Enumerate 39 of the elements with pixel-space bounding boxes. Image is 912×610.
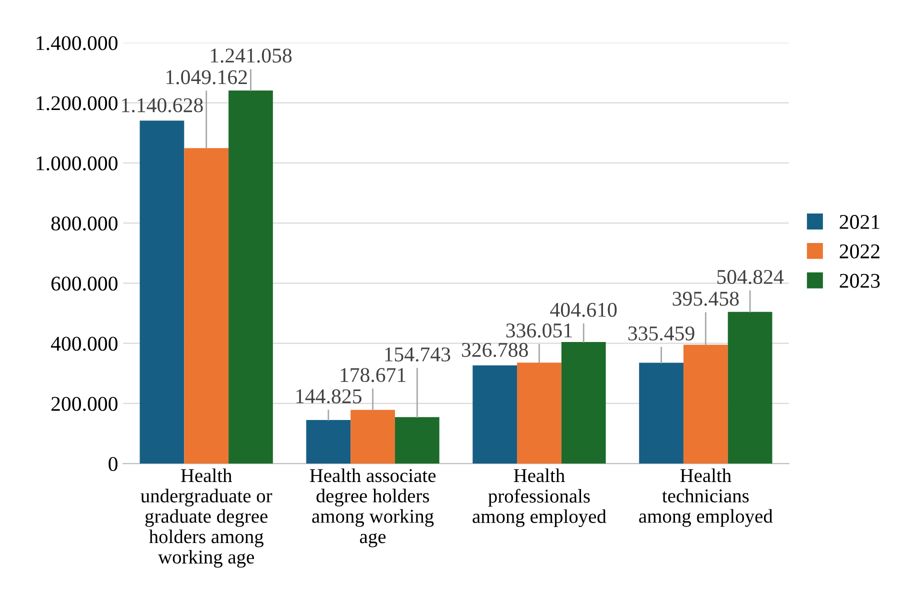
data-label: 336.051 <box>506 323 572 338</box>
bar <box>728 312 772 464</box>
data-label: 144.825 <box>296 389 362 404</box>
legend-label: 2023 <box>840 274 880 288</box>
x-tick-label: Health associate degree holders among working age <box>310 468 436 548</box>
bar <box>140 120 184 464</box>
bar <box>350 410 395 464</box>
bar <box>639 362 684 464</box>
bar <box>561 342 606 464</box>
y-tick-label: 200.000 <box>51 396 118 411</box>
x-tick-label: Health undergraduate or graduate degree holders among working age <box>140 468 272 568</box>
data-label: 404.610 <box>550 302 617 317</box>
y-tick-label: 1.200.000 <box>36 96 118 110</box>
bar <box>184 148 229 464</box>
y-tick-label: 0 <box>108 456 118 472</box>
y-tick-label: 1.400.000 <box>36 36 118 50</box>
bar <box>228 90 273 464</box>
bar <box>472 365 518 464</box>
data-label: 335.459 <box>628 326 694 341</box>
y-tick-label: 800.000 <box>51 216 118 231</box>
bar <box>306 420 351 464</box>
bar <box>683 344 728 464</box>
bar <box>517 362 562 464</box>
y-tick-label: 600.000 <box>51 276 118 291</box>
legend-label: 2021 <box>840 214 880 229</box>
data-label: 326.788 <box>462 342 528 358</box>
x-tick-label: Health technicians among employed <box>639 468 773 527</box>
data-label: 154.743 <box>385 347 450 362</box>
data-label: 178.671 <box>340 368 406 382</box>
data-label: 504.824 <box>717 270 784 284</box>
y-tick-label: 400.000 <box>50 336 118 351</box>
data-label: 395.458 <box>672 292 739 306</box>
y-tick-label: 1.000.000 <box>36 156 118 170</box>
data-label: 1.241.058 <box>210 48 292 63</box>
x-tick-label: Health professionals among employed <box>472 468 606 528</box>
legend-label: 2022 <box>840 244 880 258</box>
data-label: 1.049.162 <box>166 70 247 84</box>
bar <box>394 417 440 464</box>
data-label: 1.140.628 <box>122 98 203 112</box>
